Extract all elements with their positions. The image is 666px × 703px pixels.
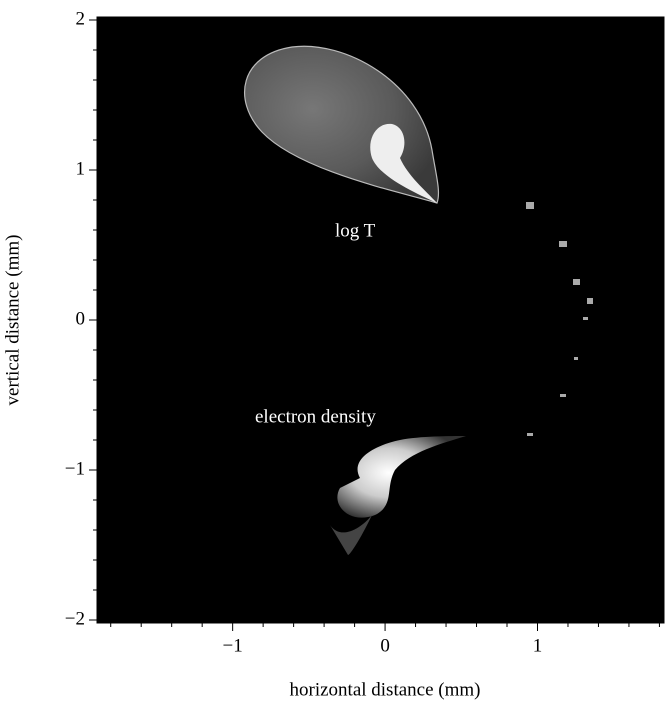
annotation: electron density <box>255 406 376 427</box>
feature <box>527 433 533 436</box>
feature <box>560 394 566 397</box>
y-axis-label: vertical distance (mm) <box>2 235 23 406</box>
x-tick-label: −1 <box>223 635 243 656</box>
y-tick-label: 0 <box>76 308 86 329</box>
feature <box>574 357 578 360</box>
feature <box>526 202 534 209</box>
y-tick-label: 2 <box>76 8 86 29</box>
x-axis-label: horizontal distance (mm) <box>290 679 481 700</box>
x-tick-label: 1 <box>533 635 543 656</box>
plot-area <box>97 17 664 623</box>
y-tick-label: 1 <box>76 158 86 179</box>
annotation: log T <box>335 220 376 241</box>
y-tick-label: −2 <box>65 608 85 629</box>
feature <box>583 317 588 320</box>
feature <box>587 298 593 304</box>
chart: log T electron density horizontal distan… <box>0 0 666 703</box>
y-tick-label: −1 <box>65 458 85 479</box>
feature <box>559 241 567 247</box>
feature <box>573 279 580 285</box>
x-tick-label: 0 <box>380 635 390 656</box>
